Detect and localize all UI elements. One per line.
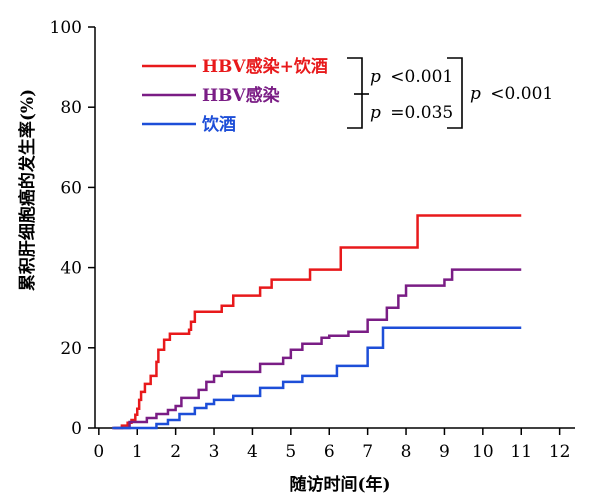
x-tick-label: 12 <box>549 442 571 462</box>
y-tick-label: 60 <box>60 178 82 198</box>
p-value-annotations: p <0.001 p =0.035 p <0.001 <box>347 57 553 129</box>
outer-bracket <box>447 57 463 129</box>
x-tick-label: 1 <box>132 442 143 462</box>
x-ticks: 0 1 2 3 4 5 6 7 8 9 10 11 12 <box>93 428 570 462</box>
x-tick-label: 10 <box>472 442 494 462</box>
x-tick-label: 4 <box>247 442 258 462</box>
legend-label-0: HBV感染+饮酒 <box>202 56 328 77</box>
x-tick-label: 3 <box>209 442 220 462</box>
y-tick-label: 40 <box>60 259 82 279</box>
series-line-1 <box>114 268 522 430</box>
x-tick-label: 8 <box>401 442 412 462</box>
x-tick-label: 11 <box>510 442 532 462</box>
p-value-1-text: <0.001 <box>390 67 453 87</box>
p-value-2-text: =0.035 <box>390 103 453 123</box>
y-tick-label: 100 <box>50 18 82 38</box>
p-symbol: p <box>370 103 381 123</box>
p-value-3-text: <0.001 <box>490 84 553 104</box>
x-tick-label: 0 <box>93 442 104 462</box>
series-lines <box>112 214 522 430</box>
p-value-1: p <0.001 <box>370 67 453 87</box>
x-axis-title: 随访时间(年) <box>289 474 390 495</box>
y-axis-title: 累积肝细胞癌的发生率(%) <box>17 89 38 291</box>
y-tick-label: 80 <box>60 98 82 118</box>
y-ticks: 0 20 40 60 80 100 <box>50 18 95 439</box>
p-symbol: p <box>370 67 381 87</box>
y-tick-label: 0 <box>71 419 82 439</box>
p-value-3: p <0.001 <box>470 84 553 104</box>
x-tick-label: 9 <box>439 442 450 462</box>
inner-bracket <box>347 57 363 129</box>
legend-label-1: HBV感染 <box>202 85 280 106</box>
p-value-2: p =0.035 <box>370 103 453 123</box>
x-tick-label: 6 <box>324 442 335 462</box>
series-line-2 <box>112 326 522 430</box>
x-tick-label: 2 <box>170 442 181 462</box>
p-symbol: p <box>470 84 481 104</box>
x-tick-label: 5 <box>285 442 296 462</box>
y-tick-label: 20 <box>60 339 82 359</box>
legend-label-2: 饮酒 <box>201 114 236 135</box>
series-line-0 <box>112 214 522 430</box>
x-tick-label: 7 <box>362 442 373 462</box>
